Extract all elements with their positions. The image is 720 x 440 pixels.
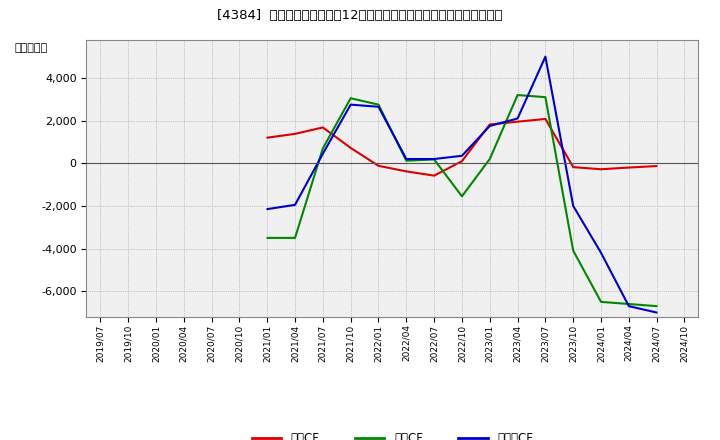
投資CF (346, 95, 355, 101)
投資CF (624, 301, 633, 307)
投資CF (569, 248, 577, 253)
営業CF (263, 135, 271, 140)
Line: 営業CF: 営業CF (267, 119, 657, 176)
Line: 投資CF: 投資CF (267, 95, 657, 306)
営業CF (569, 165, 577, 170)
Line: フリーCF: フリーCF (267, 57, 657, 312)
営業CF (485, 122, 494, 127)
Text: [4384]  キャッシュフローの12か月移動合計の対前年同期増減額の推移: [4384] キャッシュフローの12か月移動合計の対前年同期増減額の推移 (217, 9, 503, 22)
投資CF (291, 235, 300, 241)
フリーCF (318, 151, 327, 156)
投資CF (513, 92, 522, 98)
フリーCF (513, 116, 522, 121)
営業CF (513, 119, 522, 125)
フリーCF (624, 304, 633, 309)
投資CF (318, 146, 327, 151)
フリーCF (374, 104, 383, 110)
投資CF (458, 194, 467, 199)
投資CF (597, 299, 606, 304)
営業CF (318, 125, 327, 130)
フリーCF (541, 54, 550, 59)
フリーCF (652, 310, 661, 315)
フリーCF (263, 206, 271, 212)
営業CF (541, 116, 550, 121)
営業CF (430, 173, 438, 178)
フリーCF (291, 202, 300, 208)
営業CF (597, 167, 606, 172)
フリーCF (346, 102, 355, 107)
投資CF (263, 235, 271, 241)
フリーCF (430, 156, 438, 161)
営業CF (291, 131, 300, 136)
営業CF (374, 163, 383, 169)
フリーCF (597, 250, 606, 256)
投資CF (485, 156, 494, 161)
フリーCF (458, 153, 467, 158)
投資CF (402, 158, 410, 163)
フリーCF (569, 203, 577, 209)
営業CF (624, 165, 633, 170)
フリーCF (485, 123, 494, 128)
投資CF (541, 95, 550, 100)
営業CF (346, 145, 355, 150)
Y-axis label: （百万円）: （百万円） (14, 43, 48, 53)
投資CF (652, 304, 661, 309)
営業CF (652, 163, 661, 169)
営業CF (402, 169, 410, 174)
Legend: 営業CF, 投資CF, フリーCF: 営業CF, 投資CF, フリーCF (247, 427, 538, 440)
投資CF (430, 157, 438, 162)
営業CF (458, 158, 467, 164)
フリーCF (402, 156, 410, 161)
投資CF (374, 102, 383, 107)
